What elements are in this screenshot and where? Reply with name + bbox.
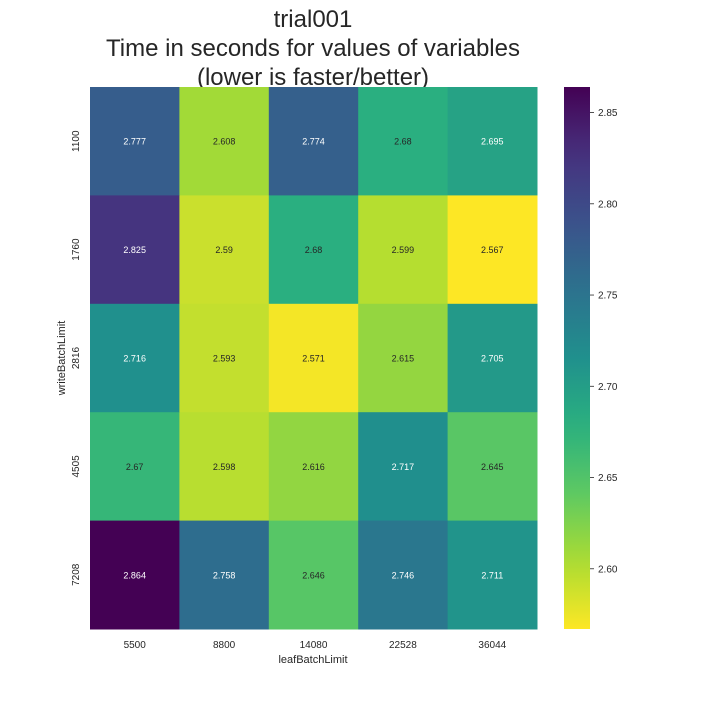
y-tick-label: 7208 (71, 563, 82, 586)
cell-value-label: 2.615 (392, 354, 415, 364)
colorbar-tick-label: 2.85 (598, 108, 618, 119)
heatmap-cells: 2.777 2.608 2.774 2.68 2.695 2.825 2.59 2.68 2.5… (90, 87, 538, 630)
heatmap-cell (90, 412, 180, 522)
x-tick-label: 36044 (478, 640, 506, 651)
x-tick-label: 22528 (389, 640, 417, 651)
colorbar-tick-label: 2.80 (598, 199, 618, 210)
cell-value-label: 2.67 (126, 462, 144, 472)
heatmap-cell (447, 303, 538, 413)
cell-value-label: 2.68 (305, 245, 323, 255)
cell-value-label: 2.646 (302, 570, 325, 580)
cell-value-label: 2.777 (123, 137, 146, 147)
cell-value-label: 2.746 (392, 570, 415, 580)
x-tick-label: 14080 (300, 640, 328, 651)
heatmap-cell (447, 412, 538, 522)
heatmap-cell (268, 195, 359, 305)
cell-value-label: 2.695 (481, 137, 504, 147)
y-axis-label: writeBatchLimit (56, 321, 68, 397)
colorbar-ticks: 2.60 2.65 2.70 2.75 2.80 2.85 (590, 108, 618, 575)
x-tick-label: 5500 (124, 640, 147, 651)
heatmap-cell (358, 303, 449, 413)
heatmap-cell (358, 195, 449, 305)
heatmap-cell (358, 412, 449, 522)
heatmap-cell (358, 520, 449, 630)
chart-title-line: (lower is faster/better) (197, 64, 429, 91)
heatmap-cell (447, 195, 538, 305)
y-tick-label: 2816 (71, 346, 82, 369)
cell-value-label: 2.758 (213, 570, 236, 580)
cell-value-label: 2.571 (302, 354, 325, 364)
colorbar-tick-label: 2.65 (598, 473, 618, 484)
heatmap-cell (179, 520, 270, 630)
cell-value-label: 2.599 (392, 245, 415, 255)
heatmap-cell (179, 412, 270, 522)
x-tick-labels: 5500 8800 14080 22528 36044 (124, 640, 507, 651)
cell-value-label: 2.567 (481, 245, 504, 255)
cell-value-label: 2.616 (302, 462, 325, 472)
heatmap-cell (90, 520, 180, 630)
y-tick-label: 4505 (71, 455, 82, 478)
chart-title-line: Time in seconds for values of variables (106, 35, 520, 62)
cell-value-label: 2.705 (481, 354, 504, 364)
colorbar (564, 87, 590, 629)
heatmap-cell (179, 195, 270, 305)
cell-value-label: 2.645 (481, 462, 504, 472)
heatmap-cell (90, 195, 180, 305)
cell-value-label: 2.68 (394, 137, 412, 147)
cell-value-label: 2.711 (481, 570, 503, 580)
heatmap-cell (90, 303, 180, 413)
cell-value-label: 2.774 (302, 137, 325, 147)
heatmap-cell (268, 412, 359, 522)
heatmap-cell (447, 520, 538, 630)
heatmap-cell (179, 87, 270, 196)
heatmap-cell (447, 87, 538, 196)
chart-title-line: trial001 (274, 6, 353, 33)
colorbar-tick-label: 2.70 (598, 382, 618, 393)
cell-value-label: 2.593 (213, 354, 236, 364)
cell-value-label: 2.598 (213, 462, 236, 472)
x-axis-label: leafBatchLimit (278, 654, 347, 666)
x-tick-label: 8800 (213, 640, 236, 651)
cell-value-label: 2.59 (215, 245, 233, 255)
heatmap-cell (268, 520, 359, 630)
cell-value-label: 2.716 (123, 354, 146, 364)
colorbar-tick-label: 2.60 (598, 564, 618, 575)
cell-value-label: 2.864 (123, 570, 146, 580)
heatmap-cell (90, 87, 180, 196)
cell-value-label: 2.717 (392, 462, 415, 472)
y-tick-label: 1760 (71, 238, 82, 261)
cell-value-label: 2.608 (213, 137, 236, 147)
colorbar-tick-label: 2.75 (598, 291, 618, 302)
y-tick-labels: 1100 1760 2816 4505 7208 (71, 130, 82, 586)
heatmap-cell (179, 303, 270, 413)
heatmap-cell (268, 87, 359, 196)
heatmap-cell (358, 87, 449, 196)
cell-value-label: 2.825 (123, 245, 146, 255)
y-tick-label: 1100 (71, 130, 82, 152)
heatmap-cell (268, 303, 359, 413)
